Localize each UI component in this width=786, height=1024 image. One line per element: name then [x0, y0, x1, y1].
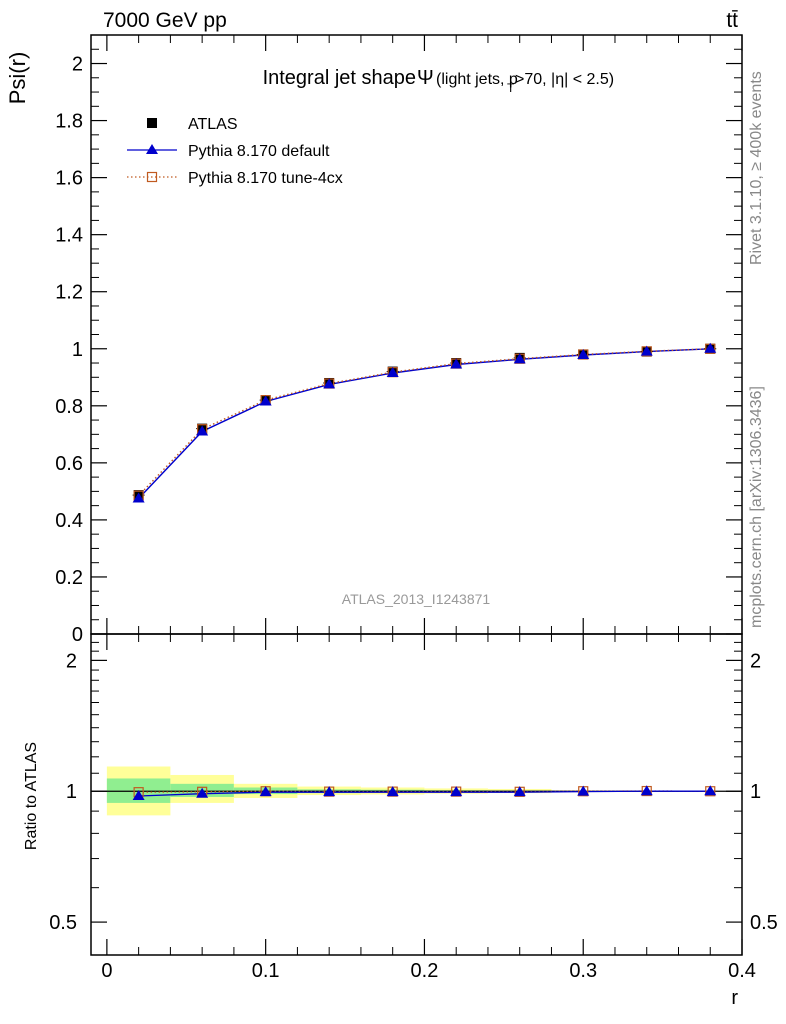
ratio-default-point: [196, 787, 209, 798]
pythia-default-point: [640, 345, 653, 356]
main-y-tick-label: 1.4: [55, 225, 83, 247]
process-label: tt̄: [726, 9, 738, 32]
ratio-y-tick-label: 2: [66, 650, 77, 672]
pythia-default-point: [513, 353, 526, 364]
main-y-tick-label: 0.4: [55, 510, 83, 532]
legend-tune-marker: [146, 171, 158, 183]
title-detail-post: >70, |η| < 2.5): [515, 71, 614, 88]
legend: ATLAS Pythia 8.170 default Pythia 8.170 …: [127, 116, 343, 187]
legend-default-marker: [146, 144, 158, 154]
x-axis-label: r: [731, 987, 738, 1009]
main-y-tick-label: 1: [72, 339, 83, 361]
pythia-default-point: [704, 342, 717, 353]
legend-atlas-label: ATLAS: [188, 116, 238, 133]
title-detail-sub: T: [507, 81, 515, 95]
legend-default-label: Pythia 8.170 default: [188, 143, 330, 160]
ratio-y-tick-label-right: 0.5: [750, 912, 778, 934]
main-data-layer: [132, 342, 717, 503]
pythia-default-point: [323, 378, 336, 389]
ratio-default-point: [323, 786, 336, 797]
pythia-default-point: [386, 367, 399, 378]
main-y-tick-label: 1.8: [55, 111, 83, 133]
main-y-tick-label: 0: [72, 624, 83, 646]
legend-tune-label: Pythia 8.170 tune-4cx: [188, 170, 343, 187]
x-tick-label: 0.3: [569, 960, 597, 982]
ratio-default-point: [577, 785, 590, 796]
main-title: Integral jet shape Ψ (light jets, p T >7…: [263, 67, 614, 95]
title-detail-pre: (light jets, p: [436, 71, 518, 88]
main-panel: 0 0.2 0.4 0.6 0.8 1 1.2 1.4 1.6 1.8 2 Psi(r) Integ…: [5, 34, 743, 646]
pythia-default-point: [259, 395, 272, 406]
pythia-default-point: [450, 358, 463, 369]
ratio-default-point: [132, 790, 145, 801]
ratio-default-point: [513, 786, 526, 797]
rivet-version-label: Rivet 3.1.10, ≥ 400k events: [748, 71, 765, 265]
ratio-default-point: [704, 785, 717, 796]
legend-atlas-marker: [147, 118, 157, 128]
x-tick-label: 0.2: [411, 960, 439, 982]
pythia-default-point: [196, 425, 209, 436]
x-tick-label: 0.1: [252, 960, 280, 982]
x-tick-label: 0: [101, 960, 112, 982]
title-symbol: Ψ: [417, 67, 434, 89]
main-y-tick-label: 0.2: [55, 567, 83, 589]
ratio-default-point: [259, 786, 272, 797]
main-y-tick-label: 1.6: [55, 168, 83, 190]
ratio-y-axis-label: Ratio to ATLAS: [23, 742, 40, 850]
ratio-y-tick-label: 1: [66, 781, 77, 803]
x-tick-label: 0.4: [728, 960, 756, 982]
ratio-panel: 0.5 0.5 1 1 2 2 0 0.1 0.2 0.3 0.4 Ratio to ATLAS r: [23, 633, 778, 1009]
mcplots-label: mcplots.cern.ch [arXiv:1306.3436]: [748, 386, 765, 628]
ratio-axes: 0.5 0.5 1 1 2 2 0 0.1 0.2 0.3 0.4: [49, 634, 778, 982]
ratio-y-tick-label: 0.5: [49, 912, 77, 934]
main-y-axis-label: Psi(r): [5, 52, 30, 105]
ratio-data-layer: [91, 766, 742, 816]
pythia-default-line: [138, 348, 711, 499]
analysis-id-watermark: ATLAS_2013_I1243871: [342, 591, 491, 607]
energy-label: 7000 GeV pp: [103, 9, 227, 32]
pythia-tune-line: [138, 348, 711, 497]
title-main: Integral jet shape: [263, 67, 416, 89]
pythia-default-point: [132, 492, 145, 503]
main-y-tick-label: 2: [72, 54, 83, 76]
ratio-frame: [90, 633, 743, 956]
ratio-default-point: [450, 786, 463, 797]
main-y-tick-label: 0.6: [55, 453, 83, 475]
main-y-tick-label: 0.8: [55, 396, 83, 418]
ratio-y-tick-label-right: 1: [750, 781, 761, 803]
ratio-default-point: [386, 786, 399, 797]
ratio-default-point: [640, 785, 653, 796]
ratio-default-line: [138, 790, 711, 797]
ratio-y-tick-label-right: 2: [750, 650, 761, 672]
pythia-default-point: [577, 349, 590, 360]
main-y-tick-label: 1.2: [55, 282, 83, 304]
main-axes: 0 0.2 0.4 0.6 0.8 1 1.2 1.4 1.6 1.8 2: [55, 35, 743, 646]
